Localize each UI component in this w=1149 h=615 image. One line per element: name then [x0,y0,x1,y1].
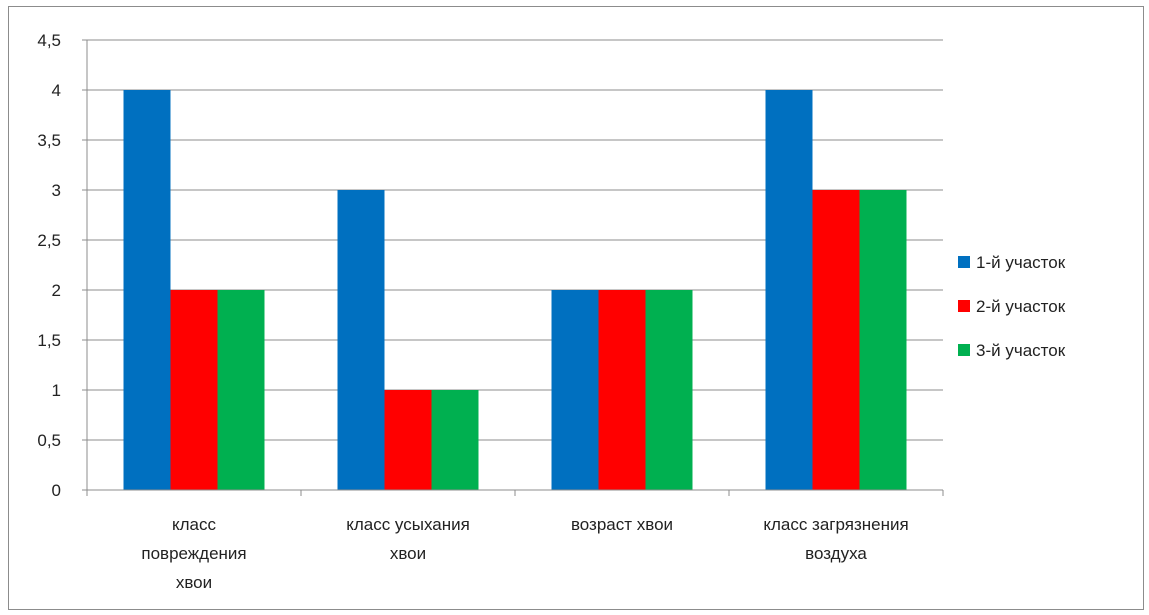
x-category-label: класс усыхания хвои [346,515,470,563]
legend-label: 1-й участок [976,253,1066,272]
x-category-label: класс загрязнения воздуха [763,515,908,563]
y-tick-label: 0,5 [37,431,61,450]
bar [765,90,813,490]
bar [123,90,171,490]
legend-label: 3-й участок [976,341,1066,360]
bar [384,390,432,490]
bar [217,290,265,490]
y-tick-label: 2,5 [37,231,61,250]
y-tick-label: 3,5 [37,131,61,150]
y-tick-label: 0 [52,481,61,500]
x-category-labels: класс повреждения хвои класс усыхания хвои во… [141,515,908,592]
bar [337,190,385,490]
legend-label: 2-й участок [976,297,1066,316]
axes [82,39,944,496]
bar [170,290,218,490]
y-tick-label: 1 [52,381,61,400]
legend-swatch [958,344,970,356]
bars [123,90,907,490]
y-tick-label: 1,5 [37,331,61,350]
bar [645,290,693,490]
y-tick-label: 4 [52,81,61,100]
y-tick-label: 4,5 [37,31,61,50]
x-category-label: возраст хвои [571,515,673,534]
bar [859,190,907,490]
bar [551,290,599,490]
y-tick-label: 3 [52,181,61,200]
x-category-label: класс повреждения хвои [141,515,246,592]
legend-swatch [958,256,970,268]
bar [598,290,646,490]
y-tick-labels: 0 0,5 1 1,5 2 2,5 3 3,5 4 4,5 [37,31,61,500]
legend: 1-й участок 2-й участок 3-й участок [958,253,1066,360]
bar [431,390,479,490]
bar [812,190,860,490]
y-tick-label: 2 [52,281,61,300]
legend-swatch [958,300,970,312]
